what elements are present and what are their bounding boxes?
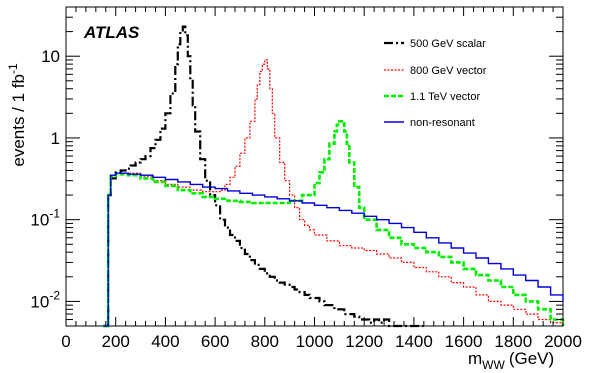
y-tick-label-exponent: -2 xyxy=(49,288,60,302)
x-axis-title-sub: WW xyxy=(482,358,505,372)
x-axis-title-main: m xyxy=(468,349,482,368)
x-tick-label: 200 xyxy=(102,332,130,351)
series-layer xyxy=(103,25,565,328)
x-axis-title-unit: (GeV) xyxy=(509,349,554,368)
x-tick-label: 600 xyxy=(201,332,229,351)
experiment-label: ATLAS xyxy=(83,23,140,42)
x-tick-label: 1200 xyxy=(345,332,383,351)
x-tick-label: 0 xyxy=(61,332,70,351)
y-tick-label: 10-2 xyxy=(30,288,60,311)
plot-frame-layer xyxy=(65,6,564,327)
x-tick-label: 1600 xyxy=(445,332,483,351)
y-tick-label-base: 10 xyxy=(30,211,49,230)
y-tick-label-base: 10 xyxy=(41,47,60,66)
x-tick-label: 400 xyxy=(151,332,179,351)
x-tick-label: 800 xyxy=(251,332,279,351)
plot-frame xyxy=(65,6,564,327)
y-tick-label-exponent: -1 xyxy=(49,207,60,221)
y-tick-label-base: 10 xyxy=(30,292,49,311)
y-tick-label: 10-1 xyxy=(30,207,60,230)
series-line-1 xyxy=(103,59,564,327)
y-axis-title-main: events / 1 fb xyxy=(9,74,28,167)
y-tick-label: 10 xyxy=(41,47,60,66)
x-axis-title: mWW (GeV) xyxy=(468,349,554,372)
legend-label-0: 500 GeV scalar xyxy=(410,38,486,50)
x-tick-label: 1000 xyxy=(296,332,334,351)
y-axis-title-sup: -1 xyxy=(6,63,20,74)
series-line-2 xyxy=(103,120,565,328)
y-axis-title: events / 1 fb-1 xyxy=(6,63,28,167)
legend-label-1: 800 GeV vector xyxy=(410,65,487,77)
y-tick-label: 1 xyxy=(51,129,60,148)
legend-label-3: non-resonant xyxy=(410,117,475,129)
x-tick-label: 1400 xyxy=(395,332,433,351)
ticks-layer: 0 200 400 600 800 1000 1200 1400 1600 1800 200010-… xyxy=(30,6,582,351)
x-tick-label: 1800 xyxy=(494,332,532,351)
series-line-3 xyxy=(103,172,564,327)
legend: 500 GeV scalar 800 GeV vector 1.1 TeV vect… xyxy=(384,38,487,129)
legend-label-2: 1.1 TeV vector xyxy=(410,91,480,103)
y-tick-label-base: 1 xyxy=(51,129,60,148)
x-tick-label: 2000 xyxy=(544,332,582,351)
series-line-0 xyxy=(103,25,424,328)
